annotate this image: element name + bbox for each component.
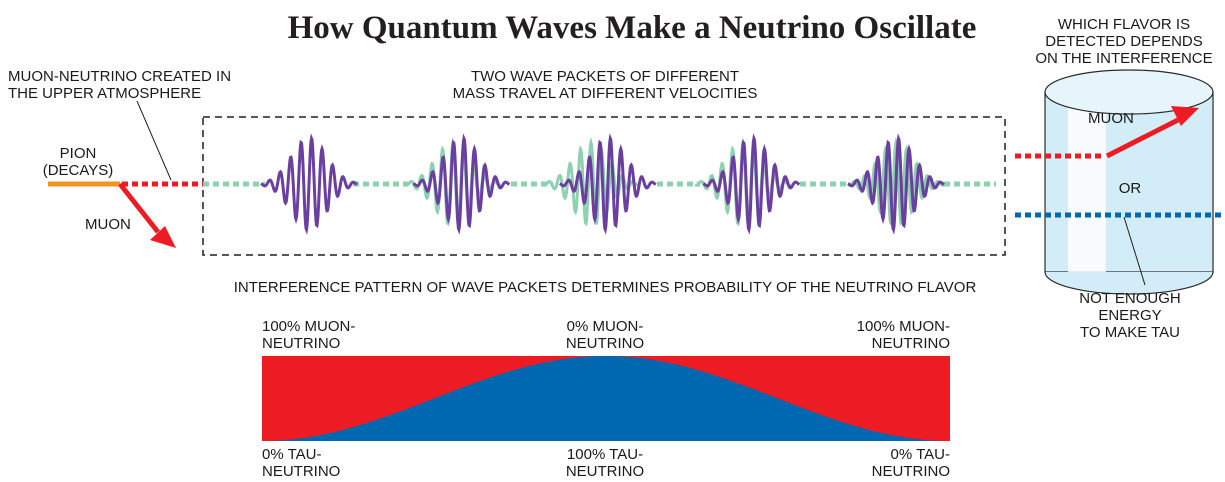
wave-packet-box: [202, 116, 1006, 256]
muon-arrowhead-left: [150, 226, 176, 248]
bottom-left-probability: 0% TAU- NEUTRINO: [262, 446, 341, 480]
not-enough-label: NOT ENOUGH ENERGY TO MAKE TAU: [1079, 290, 1181, 341]
diagram-title: How Quantum Waves Make a Neutrino Oscill…: [287, 10, 977, 46]
probability-band: [262, 356, 950, 441]
created-pointer-line: [136, 100, 172, 181]
top-right-probability: 100% MUON- NEUTRINO: [856, 318, 950, 352]
purple-wave-packet: [702, 133, 801, 235]
bottom-mid-probability: 100% TAU- NEUTRINO: [565, 446, 645, 480]
interference-label: INTERFERENCE PATTERN OF WAVE PACKETS DET…: [233, 279, 977, 296]
wave-packets: [260, 133, 945, 235]
pion-label: PION (DECAYS): [42, 145, 114, 179]
detector-or-label: OR: [1118, 180, 1142, 197]
top-mid-probability: 0% MUON- NEUTRINO: [565, 318, 645, 352]
purple-wave-packet: [559, 133, 657, 235]
muon-label-left: MUON: [85, 216, 131, 233]
muon-arrow-left: [118, 182, 160, 234]
detector-muon-arrow: [1105, 117, 1180, 159]
packets-label: TWO WAVE PACKETS OF DIFFERENT MASS TRAVE…: [452, 68, 758, 102]
detector-muon-label: MUON: [1088, 110, 1134, 127]
detector-muon-arrowhead: [1171, 106, 1199, 126]
purple-wave-packet: [260, 133, 358, 235]
purple-wave-packet: [847, 133, 945, 235]
purple-wave-packet: [412, 133, 511, 235]
created-label: MUON-NEUTRINO CREATED IN THE UPPER ATMOS…: [8, 68, 232, 102]
green-wave-packet: [847, 136, 945, 227]
not-enough-pointer-line: [1123, 216, 1146, 286]
detector-label: WHICH FLAVOR IS DETECTED DEPENDS ON THE …: [1035, 16, 1213, 67]
top-left-probability: 100% MUON- NEUTRINO: [262, 318, 356, 352]
bottom-right-probability: 0% TAU- NEUTRINO: [871, 446, 950, 480]
